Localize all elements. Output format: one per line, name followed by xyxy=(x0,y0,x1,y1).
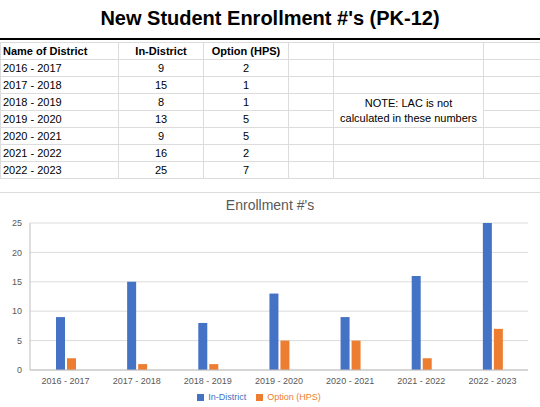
html-text:2016 - 2017: 2016 - 2017 xyxy=(3,62,62,74)
html-text:5: 5 xyxy=(242,113,250,125)
html-text:Option (HPS): Option (HPS) xyxy=(211,45,281,57)
svg-text:15: 15 xyxy=(12,277,22,287)
svg-text:2017 - 2018: 2017 - 2018 xyxy=(113,376,161,386)
svg-text:5: 5 xyxy=(17,336,22,346)
html-text:8: 8 xyxy=(157,96,165,108)
html-text:16: 16 xyxy=(154,147,168,159)
html-text:2: 2 xyxy=(242,62,250,74)
html-text:13: 13 xyxy=(154,113,168,125)
html-text:9: 9 xyxy=(157,130,165,142)
svg-text:2020 - 2021: 2020 - 2021 xyxy=(326,376,374,386)
svg-text:20: 20 xyxy=(12,248,22,258)
html-text:2021 - 2022: 2021 - 2022 xyxy=(3,147,62,159)
svg-text:25: 25 xyxy=(12,218,22,228)
svg-text:2019 - 2020: 2019 - 2020 xyxy=(255,376,303,386)
html-text:New Student Enrollment #'s (PK: New Student Enrollment #'s (PK-12) xyxy=(100,7,440,29)
html-text:2019 - 2020: 2019 - 2020 xyxy=(3,113,62,125)
html-text:15: 15 xyxy=(154,79,168,91)
html-text:In-District: In-District xyxy=(208,392,247,402)
svg-text:2022 - 2023: 2022 - 2023 xyxy=(468,376,516,386)
html-text:7: 7 xyxy=(242,164,250,176)
svg-text:2016 - 2017: 2016 - 2017 xyxy=(42,376,90,386)
html-text:Name of District: Name of District xyxy=(3,45,88,57)
html-text:2: 2 xyxy=(242,147,250,159)
html-text:5: 5 xyxy=(242,130,250,142)
html-text:2020 - 2021: 2020 - 2021 xyxy=(3,130,62,142)
html-text:1: 1 xyxy=(242,79,250,91)
html-text:2018 - 2019: 2018 - 2019 xyxy=(3,96,62,108)
html-text:2017 - 2018: 2017 - 2018 xyxy=(3,79,62,91)
html-text:9: 9 xyxy=(157,62,165,74)
html-text:Option (HPS): Option (HPS) xyxy=(267,392,321,402)
html-text:25: 25 xyxy=(154,164,168,176)
svg-text:2021 - 2022: 2021 - 2022 xyxy=(397,376,445,386)
html-text:2022 - 2023: 2022 - 2023 xyxy=(3,164,62,176)
html-text:Enrollment #'s: Enrollment #'s xyxy=(225,197,315,213)
svg-text:2018 - 2019: 2018 - 2019 xyxy=(184,376,232,386)
svg-text:0: 0 xyxy=(17,365,22,375)
html-text:NOTE: LAC is not calculated in: NOTE: LAC is not calculated in these num… xyxy=(340,96,477,124)
html-text:In-District: In-District xyxy=(135,45,187,57)
html-text:1: 1 xyxy=(242,96,250,108)
svg-text:10: 10 xyxy=(12,306,22,316)
